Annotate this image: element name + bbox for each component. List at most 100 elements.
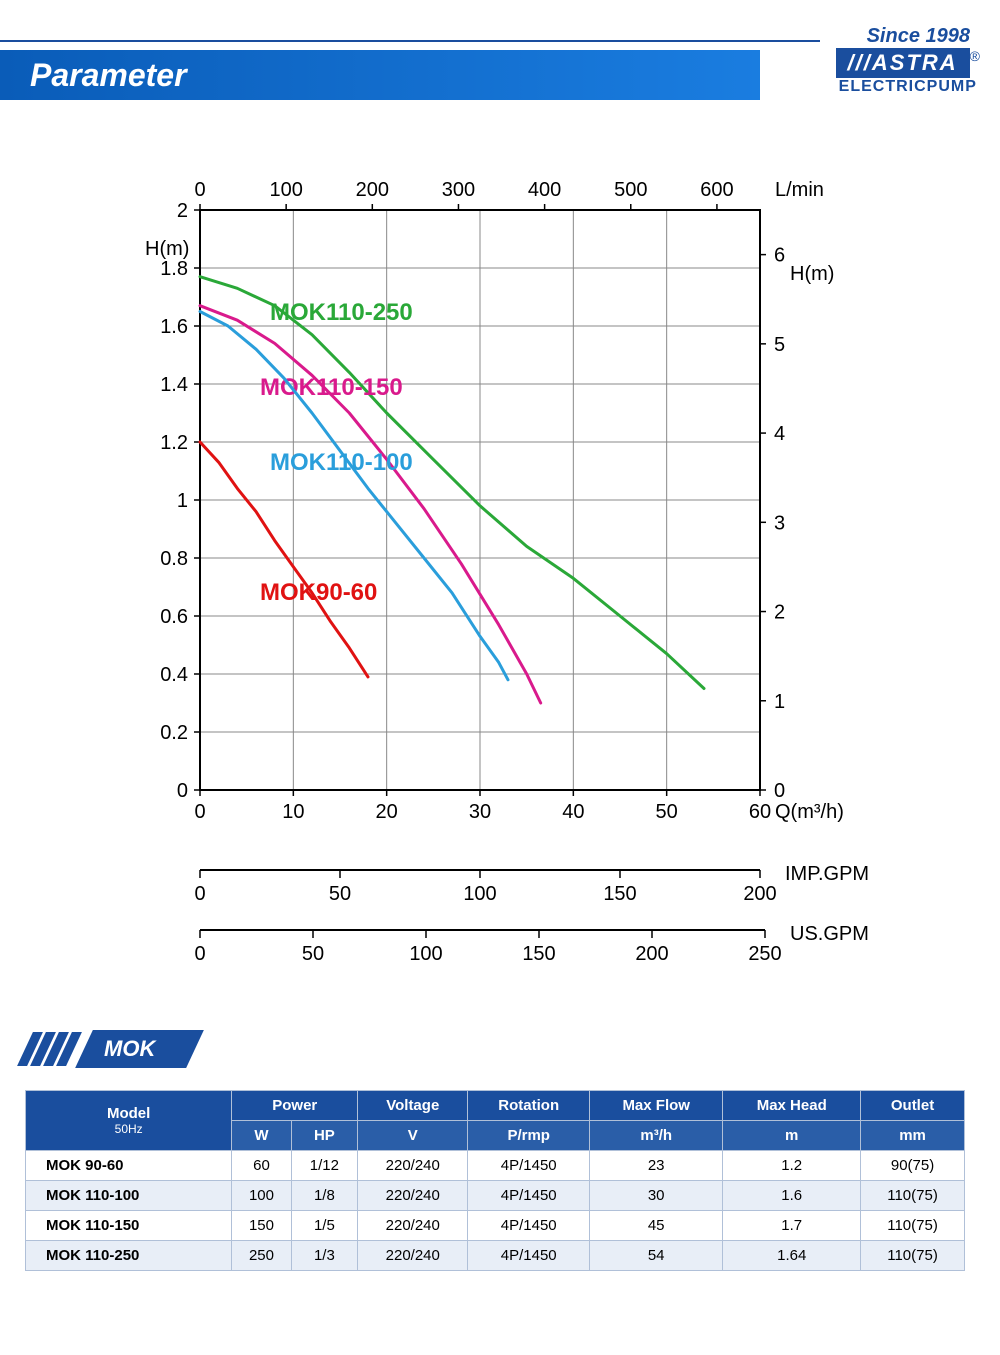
col-v: V	[358, 1121, 468, 1151]
table-cell: 90(75)	[861, 1151, 965, 1181]
svg-text:50: 50	[656, 801, 678, 823]
svg-text:60: 60	[749, 801, 771, 823]
table-row: MOK 110-2502501/3220/2404P/1450541.64110…	[26, 1241, 965, 1271]
table-cell: 1.6	[723, 1181, 861, 1211]
col-prmp: P/rmp	[468, 1121, 590, 1151]
svg-text:Q(m³/h): Q(m³/h)	[775, 801, 844, 823]
col-m: m	[723, 1121, 861, 1151]
svg-text:0.4: 0.4	[160, 664, 188, 686]
table-cell: 110(75)	[861, 1211, 965, 1241]
svg-text:1.8: 1.8	[160, 258, 188, 280]
table-cell: 110(75)	[861, 1241, 965, 1271]
table-cell: 220/240	[358, 1181, 468, 1211]
table-cell: 4P/1450	[468, 1211, 590, 1241]
svg-text:1.4: 1.4	[160, 374, 188, 396]
col-power: Power	[232, 1091, 358, 1121]
table-cell: 45	[590, 1211, 723, 1241]
svg-text:200: 200	[356, 179, 389, 201]
table-cell: 4P/1450	[468, 1241, 590, 1271]
table-row: MOK 110-1001001/8220/2404P/1450301.6110(…	[26, 1181, 965, 1211]
table-cell: 100	[232, 1181, 291, 1211]
chart-svg: 00.20.40.60.811.21.41.61.82H(m)010203040…	[100, 150, 900, 980]
svg-text:1: 1	[177, 490, 188, 512]
svg-text:600: 600	[700, 179, 733, 201]
header-bar: Parameter	[0, 50, 760, 100]
brand-area: ///ASTRA® ELECTRICPUMP	[836, 48, 980, 96]
col-maxhead: Max Head	[723, 1091, 861, 1121]
svg-text:150: 150	[603, 883, 636, 905]
table-cell: 1/8	[291, 1181, 358, 1211]
col-mm: mm	[861, 1121, 965, 1151]
svg-text:0: 0	[194, 801, 205, 823]
svg-text:4: 4	[774, 423, 785, 445]
table-cell: 1/12	[291, 1151, 358, 1181]
table-cell: MOK 110-250	[26, 1241, 232, 1271]
slashes-icon	[25, 1030, 74, 1068]
table-cell: MOK 110-150	[26, 1211, 232, 1241]
svg-text:6: 6	[774, 245, 785, 267]
svg-text:100: 100	[269, 179, 302, 201]
brand-subtitle: ELECTRICPUMP	[836, 78, 980, 96]
table-cell: 220/240	[358, 1211, 468, 1241]
col-hp: HP	[291, 1121, 358, 1151]
svg-text:H(m): H(m)	[790, 263, 834, 285]
svg-text:200: 200	[743, 883, 776, 905]
col-voltage: Voltage	[358, 1091, 468, 1121]
table-header: Model 50Hz Power Voltage Rotation Max Fl…	[26, 1091, 965, 1151]
table-cell: 4P/1450	[468, 1181, 590, 1211]
table-row: MOK 90-60601/12220/2404P/1450231.290(75)	[26, 1151, 965, 1181]
svg-text:2: 2	[177, 200, 188, 222]
svg-text:0.2: 0.2	[160, 722, 188, 744]
svg-text:MOK110-250: MOK110-250	[270, 299, 413, 326]
section-title-box: MOK	[75, 1030, 204, 1068]
performance-chart: 00.20.40.60.811.21.41.61.82H(m)010203040…	[100, 150, 900, 980]
col-w: W	[232, 1121, 291, 1151]
svg-text:MOK110-150: MOK110-150	[260, 374, 403, 401]
svg-text:30: 30	[469, 801, 491, 823]
svg-text:1.6: 1.6	[160, 316, 188, 338]
table-cell: 220/240	[358, 1151, 468, 1181]
table-row: MOK 110-1501501/5220/2404P/1450451.7110(…	[26, 1211, 965, 1241]
table-body: MOK 90-60601/12220/2404P/1450231.290(75)…	[26, 1151, 965, 1271]
svg-text:MOK110-100: MOK110-100	[270, 449, 413, 476]
svg-text:0: 0	[774, 780, 785, 802]
table-cell: 220/240	[358, 1241, 468, 1271]
svg-text:50: 50	[302, 943, 324, 965]
col-model: Model 50Hz	[26, 1091, 232, 1151]
svg-text:0.8: 0.8	[160, 548, 188, 570]
table-cell: 150	[232, 1211, 291, 1241]
svg-text:3: 3	[774, 512, 785, 534]
section-title: MOK	[104, 1036, 155, 1062]
header-divider	[0, 40, 820, 42]
table-cell: 1/3	[291, 1241, 358, 1271]
svg-text:300: 300	[442, 179, 475, 201]
table-cell: 110(75)	[861, 1181, 965, 1211]
svg-text:10: 10	[282, 801, 304, 823]
table-cell: 4P/1450	[468, 1151, 590, 1181]
col-maxflow: Max Flow	[590, 1091, 723, 1121]
svg-text:0: 0	[194, 943, 205, 965]
brand-logo: ///ASTRA	[836, 48, 970, 78]
table-cell: 54	[590, 1241, 723, 1271]
table-cell: 23	[590, 1151, 723, 1181]
svg-text:250: 250	[748, 943, 781, 965]
svg-text:MOK90-60: MOK90-60	[260, 579, 377, 606]
svg-text:150: 150	[522, 943, 555, 965]
table-cell: MOK 90-60	[26, 1151, 232, 1181]
col-m3h: m³/h	[590, 1121, 723, 1151]
svg-text:50: 50	[329, 883, 351, 905]
svg-text:1.2: 1.2	[160, 432, 188, 454]
svg-text:5: 5	[774, 334, 785, 356]
svg-text:H(m): H(m)	[145, 238, 189, 260]
svg-text:100: 100	[409, 943, 442, 965]
table-cell: 1.64	[723, 1241, 861, 1271]
svg-text:IMP.GPM: IMP.GPM	[785, 863, 869, 885]
svg-text:1: 1	[774, 691, 785, 713]
svg-text:US.GPM: US.GPM	[790, 923, 869, 945]
svg-text:0.6: 0.6	[160, 606, 188, 628]
svg-text:500: 500	[614, 179, 647, 201]
svg-text:20: 20	[376, 801, 398, 823]
since-text: Since 1998	[867, 25, 970, 48]
table-cell: 1/5	[291, 1211, 358, 1241]
table-cell: 1.2	[723, 1151, 861, 1181]
